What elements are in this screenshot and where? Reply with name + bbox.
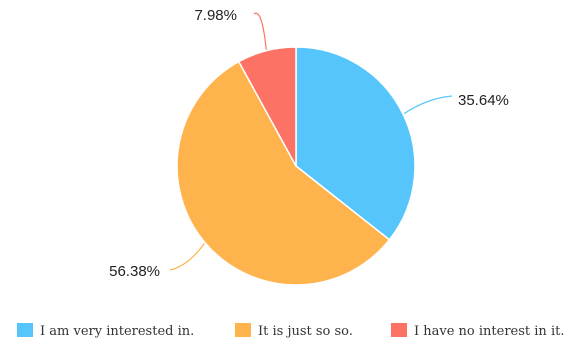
legend-item-no-interest[interactable]: I have no interest in it. [391, 323, 564, 339]
pie-slice-so-so[interactable] [176, 60, 391, 286]
legend-label-so-so: It is just so so. [258, 324, 353, 339]
legend-swatch-no-interest [391, 323, 407, 337]
legend-swatch-so-so [235, 323, 251, 337]
leader-line-no-interest [253, 12, 267, 50]
legend-item-so-so[interactable]: It is just so so. [235, 323, 353, 339]
slice-label-no-interest: 7.98% [194, 7, 237, 24]
legend: I am very interested in. It is just so s… [17, 323, 564, 339]
legend-swatch-very-interested [17, 323, 33, 337]
slice-label-so-so: 56.38% [109, 263, 160, 280]
leader-line-so-so [169, 243, 205, 271]
pie-slice-no-interest[interactable] [237, 46, 297, 167]
legend-label-very-interested: I am very interested in. [40, 324, 194, 339]
leader-lines [169, 12, 453, 271]
slice-labels: 35.64% 56.38% 7.98% [109, 7, 509, 280]
leader-line-very-interested [403, 95, 453, 115]
pie-slices [176, 46, 416, 286]
legend-item-very-interested[interactable]: I am very interested in. [17, 323, 194, 339]
slice-label-very-interested: 35.64% [458, 92, 509, 109]
legend-label-no-interest: I have no interest in it. [414, 324, 564, 339]
pie-slice-very-interested[interactable] [295, 46, 416, 241]
